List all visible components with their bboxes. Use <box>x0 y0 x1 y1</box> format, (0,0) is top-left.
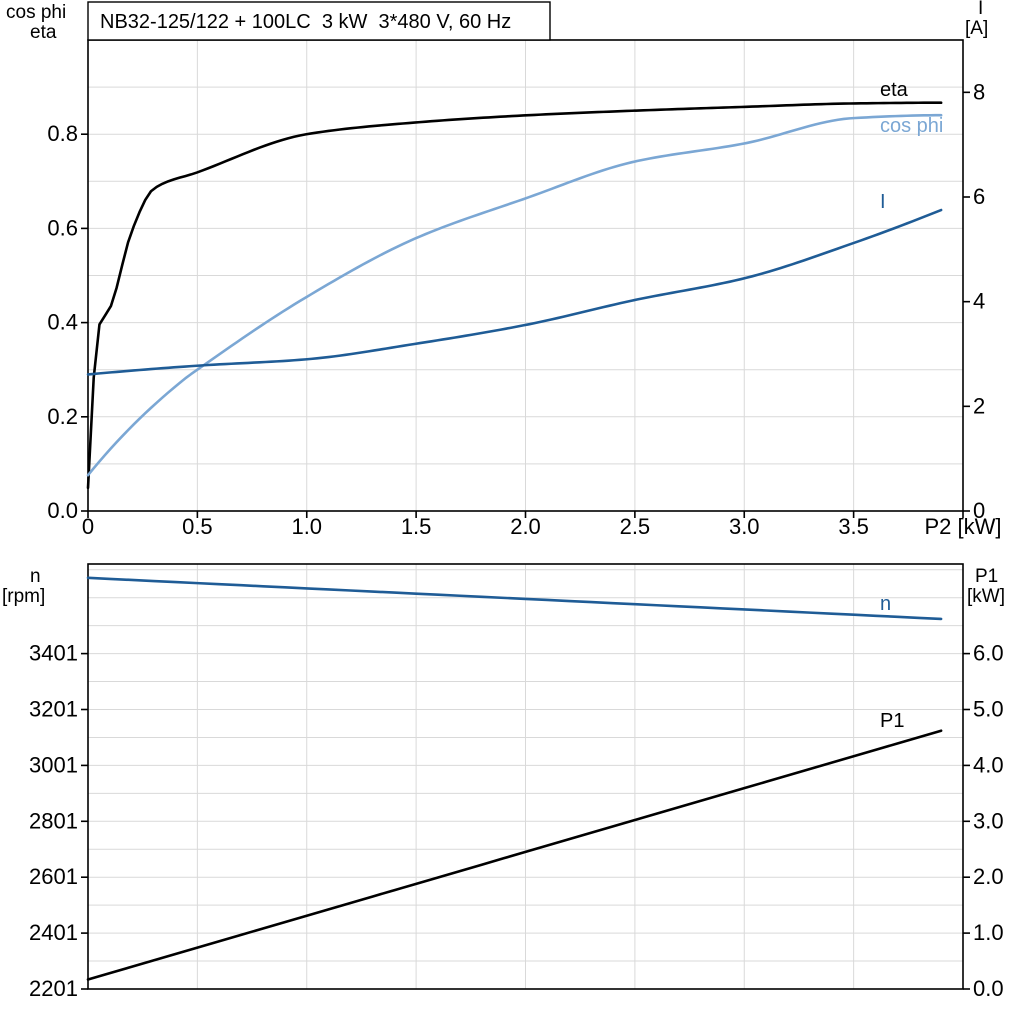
svg-text:I: I <box>880 191 886 213</box>
svg-text:8: 8 <box>973 79 985 104</box>
svg-text:eta: eta <box>30 22 57 43</box>
svg-text:NB32-125/122 + 100LC 3 kW 3*: NB32-125/122 + 100LC 3 kW 3*480 V, 60 Hz <box>100 11 511 33</box>
svg-text:0.0: 0.0 <box>973 976 1004 1001</box>
svg-text:4.0: 4.0 <box>973 752 1004 777</box>
svg-text:3401: 3401 <box>29 641 78 666</box>
svg-text:6: 6 <box>973 184 985 209</box>
svg-text:eta: eta <box>880 79 909 101</box>
svg-text:2.0: 2.0 <box>973 864 1004 889</box>
svg-text:2401: 2401 <box>29 920 78 945</box>
svg-text:0.2: 0.2 <box>47 404 78 429</box>
svg-text:[A]: [A] <box>965 18 988 39</box>
svg-text:6.0: 6.0 <box>973 641 1004 666</box>
svg-text:1.0: 1.0 <box>973 920 1004 945</box>
svg-text:3.0: 3.0 <box>729 514 760 539</box>
svg-text:[kW]: [kW] <box>967 586 1005 607</box>
svg-text:3.5: 3.5 <box>838 514 869 539</box>
svg-text:P2 [kW]: P2 [kW] <box>924 514 1001 539</box>
svg-text:2: 2 <box>973 393 985 418</box>
svg-text:1.0: 1.0 <box>291 514 322 539</box>
svg-text:n: n <box>30 566 41 587</box>
svg-text:2.0: 2.0 <box>510 514 541 539</box>
svg-text:P1: P1 <box>880 710 904 732</box>
svg-text:[rpm]: [rpm] <box>2 586 45 607</box>
svg-text:5.0: 5.0 <box>973 697 1004 722</box>
svg-text:3201: 3201 <box>29 697 78 722</box>
svg-text:1.5: 1.5 <box>401 514 432 539</box>
svg-text:2201: 2201 <box>29 976 78 1001</box>
svg-text:0: 0 <box>82 514 94 539</box>
svg-text:n: n <box>880 593 891 615</box>
svg-text:0.8: 0.8 <box>47 121 78 146</box>
svg-text:4: 4 <box>973 289 985 314</box>
svg-text:2601: 2601 <box>29 864 78 889</box>
svg-text:0.6: 0.6 <box>47 215 78 240</box>
svg-text:I: I <box>978 0 983 19</box>
svg-text:0.0: 0.0 <box>47 498 78 523</box>
svg-text:P1: P1 <box>975 566 998 587</box>
svg-text:0.5: 0.5 <box>182 514 213 539</box>
svg-text:3001: 3001 <box>29 752 78 777</box>
svg-text:cos phi: cos phi <box>6 2 66 23</box>
svg-text:3.0: 3.0 <box>973 808 1004 833</box>
svg-text:2.5: 2.5 <box>620 514 651 539</box>
svg-text:0.4: 0.4 <box>47 310 78 335</box>
svg-text:cos phi: cos phi <box>880 115 943 137</box>
svg-text:2801: 2801 <box>29 808 78 833</box>
